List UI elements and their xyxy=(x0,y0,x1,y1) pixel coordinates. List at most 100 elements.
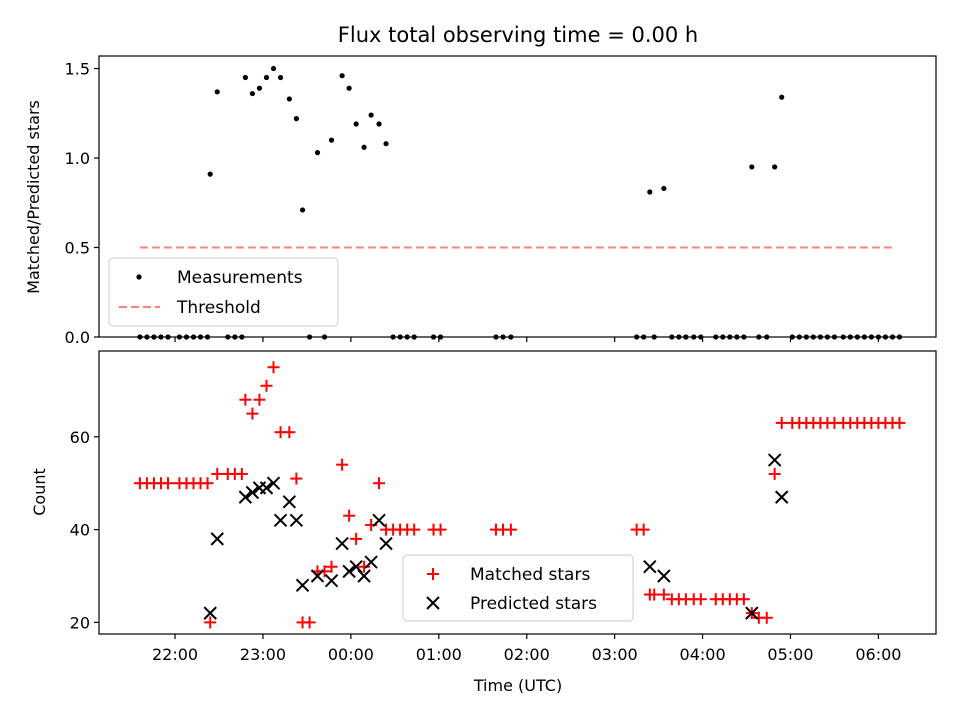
predicted-star-point xyxy=(379,536,393,551)
measurement-point xyxy=(339,73,345,79)
predicted-star-point xyxy=(767,453,782,467)
legend-predicted-marker xyxy=(426,596,440,610)
matched-star-point xyxy=(303,616,316,629)
predicted-star-point xyxy=(210,532,224,546)
matched-star-point xyxy=(253,393,266,406)
bottom-y-axis: 20 40 60 xyxy=(70,428,99,632)
predicted-star-point xyxy=(295,578,310,592)
measurement-point xyxy=(263,74,270,81)
matched-star-point xyxy=(434,523,447,536)
bottom-y-tick-label: 20 xyxy=(70,613,90,632)
top-y-tick-label: 1.5 xyxy=(65,60,90,79)
x-tick-label: 22:00 xyxy=(152,645,198,664)
bottom-legend: Matched stars Predicted stars xyxy=(402,554,634,622)
bottom-plot-frame xyxy=(98,350,937,635)
measurement-point xyxy=(647,189,653,195)
measurement-point xyxy=(361,144,367,150)
measurement-point xyxy=(207,171,213,177)
predicted-star-point xyxy=(282,495,297,509)
matched-star-point xyxy=(201,477,214,490)
matched-star-point xyxy=(358,560,371,573)
bottom-y-axis-label: Count xyxy=(30,468,49,516)
matched-star-point xyxy=(408,523,421,536)
predicted-star-point xyxy=(203,606,217,620)
matched-star-point xyxy=(350,532,363,545)
bottom-points xyxy=(133,361,906,629)
top-panel: 0.0 0.5 1.0 1.5 Matched/Predicted stars Mea… xyxy=(24,55,937,347)
measurement-point xyxy=(772,164,778,170)
matched-star-point xyxy=(211,467,224,480)
matched-star-point xyxy=(260,379,273,392)
legend-threshold-label: Threshold xyxy=(176,298,261,318)
x-tick-label: 02:00 xyxy=(504,645,550,664)
x-tick-label: 23:00 xyxy=(240,645,286,664)
measurement-point xyxy=(314,150,321,156)
matched-star-point xyxy=(267,361,280,374)
measurement-point xyxy=(249,90,256,97)
measurement-point xyxy=(286,96,292,102)
measurement-point xyxy=(299,207,306,213)
matched-star-point xyxy=(694,593,707,606)
legend-matched-label: Matched stars xyxy=(470,565,590,585)
bottom-legend-box xyxy=(402,554,634,622)
measurement-point xyxy=(214,89,220,95)
matched-star-point xyxy=(336,458,349,471)
matched-star-point xyxy=(504,523,517,536)
bottom-y-tick-label: 40 xyxy=(70,521,90,540)
predicted-star-point xyxy=(266,476,281,490)
bottom-x-axis: 22:00 23:00 00:00 01:00 02:00 03:00 04:00 05:00… xyxy=(152,634,901,664)
measurement-point xyxy=(256,85,263,91)
predicted-star-point xyxy=(745,606,759,620)
matched-star-point xyxy=(637,523,650,536)
measurement-point xyxy=(368,112,374,118)
measurement-point xyxy=(661,185,667,192)
matched-star-point xyxy=(204,616,217,629)
matched-star-point xyxy=(893,416,906,429)
x-axis-label: Time (UTC) xyxy=(473,676,562,695)
bottom-panel: 20 40 60 22:00 23:00 00:00 01:00 02:00 03:00 04:… xyxy=(30,350,937,695)
predicted-star-point xyxy=(364,555,378,569)
chart-title: Flux total observing time = 0.00 h xyxy=(338,23,698,47)
measurement-point xyxy=(779,94,785,100)
top-legend-box xyxy=(108,257,339,327)
x-tick-label: 01:00 xyxy=(416,645,462,664)
matched-star-point xyxy=(290,472,303,485)
matched-star-point xyxy=(737,593,750,606)
matched-star-point xyxy=(768,467,781,480)
top-plot-frame xyxy=(98,55,937,338)
predicted-star-point xyxy=(324,573,339,588)
measurement-point xyxy=(383,141,389,147)
predicted-star-point xyxy=(238,490,253,504)
top-y-tick-label: 0.0 xyxy=(65,328,90,347)
matched-star-point xyxy=(760,611,773,624)
matched-star-point xyxy=(775,416,788,429)
predicted-star-point xyxy=(643,560,657,574)
x-tick-label: 00:00 xyxy=(328,645,374,664)
predicted-star-point xyxy=(245,485,260,500)
matched-star-point xyxy=(246,407,259,420)
x-tick-label: 04:00 xyxy=(680,645,726,664)
x-tick-label: 03:00 xyxy=(592,645,638,664)
top-y-axis: 0.0 0.5 1.0 1.5 xyxy=(65,60,99,347)
top-legend: Measurements Threshold xyxy=(108,257,339,327)
measurement-point xyxy=(277,74,284,81)
predicted-star-point xyxy=(335,536,349,551)
x-tick-label: 06:00 xyxy=(855,645,901,664)
legend-measurements-marker xyxy=(136,274,142,280)
top-y-tick-label: 1.0 xyxy=(65,149,90,168)
legend-predicted-label: Predicted stars xyxy=(470,594,597,614)
predicted-star-point xyxy=(289,513,304,528)
predicted-star-point xyxy=(342,564,356,579)
predicted-star-point xyxy=(372,513,386,528)
matched-star-point xyxy=(318,565,331,578)
predicted-star-point xyxy=(273,513,288,528)
measurement-point xyxy=(293,116,299,122)
predicted-star-point xyxy=(259,481,274,495)
measurement-point xyxy=(270,65,277,72)
measurement-point xyxy=(353,121,359,127)
measurement-point xyxy=(376,121,382,127)
measurement-point xyxy=(242,74,248,81)
matched-star-point xyxy=(283,426,296,439)
matched-star-point xyxy=(325,560,338,573)
